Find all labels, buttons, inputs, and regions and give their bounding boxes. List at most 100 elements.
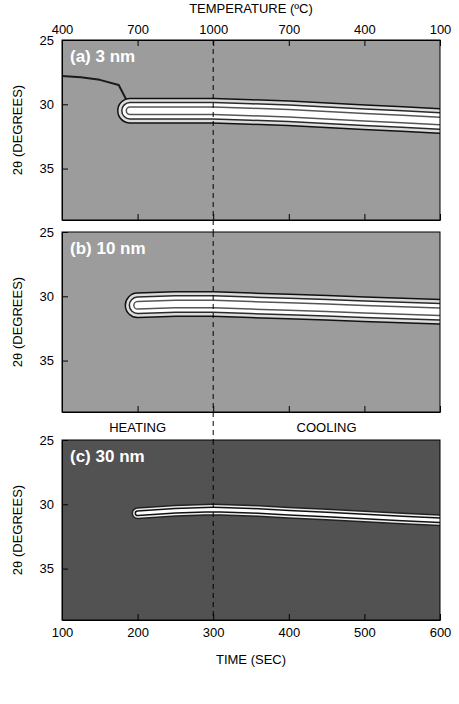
peak-band	[138, 304, 440, 312]
tick-label: 400	[52, 22, 74, 37]
plot-frame	[62, 40, 440, 220]
tick-label: 100	[430, 22, 452, 37]
tick-mark	[138, 40, 139, 46]
tick-mark	[62, 440, 68, 441]
plot-area	[62, 232, 440, 412]
plot-frame	[62, 232, 440, 412]
tick-mark	[62, 40, 63, 46]
tick	[213, 406, 214, 412]
x-axis-title: TIME (SEC)	[216, 652, 286, 667]
tick: 100	[430, 22, 452, 46]
panel: 100200300400500600253035(c) 30 nm2θ (DEG…	[10, 420, 451, 667]
tick-label: 30	[40, 289, 54, 304]
x-axis	[63, 214, 441, 221]
tick-label: 400	[278, 625, 300, 640]
tick	[440, 406, 441, 412]
peak-band	[130, 111, 440, 121]
x-axis: 100200300400500600	[52, 614, 452, 640]
peak-band	[138, 509, 440, 520]
plot-background	[62, 440, 440, 620]
x2-axis-title: TEMPERATURE (ºC)	[189, 1, 313, 16]
tick-label: 700	[127, 22, 149, 37]
peak-band	[138, 304, 440, 312]
tick-mark	[289, 214, 290, 220]
tick-label: 35	[40, 161, 54, 176]
tick: 35	[40, 353, 68, 368]
plot-background	[62, 40, 440, 220]
tick: 700	[278, 22, 300, 46]
tick: 30	[40, 289, 68, 304]
axis-line	[62, 233, 63, 413]
peak-band	[138, 509, 440, 520]
tick-label: 300	[203, 625, 225, 640]
x-axis	[63, 406, 441, 413]
tick-mark	[138, 614, 139, 620]
peak-band	[130, 111, 440, 121]
tick-mark	[440, 214, 441, 220]
tick-mark	[62, 569, 68, 570]
tick: 30	[40, 497, 68, 512]
y-axis-title: 2θ (DEGREES)	[10, 277, 25, 367]
tick: 35	[40, 161, 68, 176]
plot-frame	[62, 440, 440, 620]
peak-band	[138, 304, 440, 312]
axis-line	[62, 441, 63, 621]
tick-label: 25	[40, 225, 54, 240]
y-axis: 25 30 35	[40, 225, 68, 413]
tick-mark	[213, 614, 214, 620]
tick-mark	[440, 406, 441, 412]
tick-mark	[62, 232, 68, 233]
tick	[213, 214, 214, 220]
tick-label: 25	[40, 433, 54, 448]
tick-mark	[213, 40, 214, 46]
panel-title: (b) 10 nm	[70, 239, 146, 258]
tick: 400	[52, 22, 74, 46]
y-axis-title: 2θ (DEGREES)	[10, 485, 25, 575]
x2-axis: 4007001000700400100	[52, 22, 452, 46]
tick: 200	[127, 614, 149, 640]
tick	[364, 214, 365, 220]
tick-label: 35	[40, 353, 54, 368]
peak-line	[62, 76, 130, 107]
tick-mark	[62, 104, 68, 105]
plot-area	[62, 440, 440, 620]
tick-label: 30	[40, 97, 54, 112]
tick-label: 700	[278, 22, 300, 37]
tick	[138, 406, 139, 412]
peak-band	[138, 304, 440, 312]
tick-label: 30	[40, 497, 54, 512]
plot-background	[62, 232, 440, 412]
tick: 700	[127, 22, 149, 46]
tick: 25	[40, 433, 68, 448]
tick-mark	[62, 296, 68, 297]
panel: 2530354007001000700400100TEMPERATURE (ºC…	[10, 1, 451, 232]
tick: 400	[278, 614, 300, 640]
tick: 300	[203, 614, 225, 640]
tick	[289, 406, 290, 412]
panel-title: (a) 3 nm	[70, 47, 135, 66]
y-axis: 253035	[40, 33, 68, 221]
axis-line	[62, 41, 63, 221]
peak-band	[130, 111, 440, 121]
tick: 600	[430, 614, 452, 640]
tick-mark	[289, 406, 290, 412]
tick-mark	[138, 214, 139, 220]
tick-mark	[440, 40, 441, 46]
tick-mark	[364, 214, 365, 220]
reference-line	[213, 440, 214, 620]
annotation: HEATING	[109, 420, 166, 435]
axis-line	[63, 412, 441, 413]
tick-mark	[364, 614, 365, 620]
tick-mark	[62, 504, 68, 505]
tick-label: 600	[430, 625, 452, 640]
reference-line	[213, 232, 214, 440]
tick-mark	[138, 406, 139, 412]
reference-line	[213, 40, 214, 232]
figure: 25 30 35 400 700 1000 700 400 100 TEMPERATURE (ºC…	[0, 0, 459, 704]
tick-label: 200	[127, 625, 149, 640]
axis-line	[63, 620, 441, 621]
tick-mark	[289, 40, 290, 46]
tick: 1000	[199, 22, 228, 46]
peak-band	[130, 111, 440, 121]
y-axis-title: 2θ (DEGREES)	[10, 85, 25, 175]
